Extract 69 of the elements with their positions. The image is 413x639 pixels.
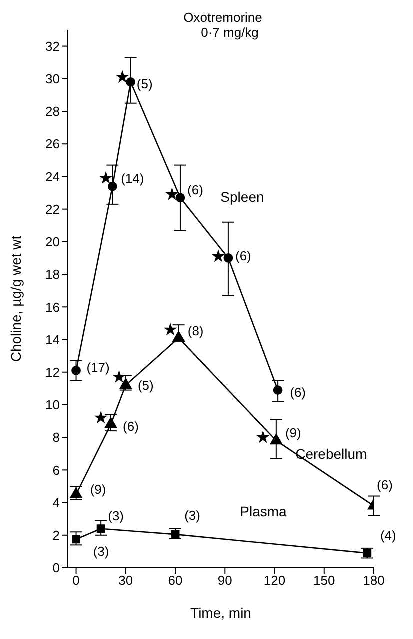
annotation: (9) <box>90 482 106 498</box>
y-tick-label: 8 <box>52 430 60 446</box>
point <box>256 430 270 444</box>
y-tick-label: 28 <box>46 104 60 120</box>
chart-title: Oxotremorine <box>182 10 264 25</box>
point <box>164 322 178 336</box>
x-tick-label: 120 <box>264 573 286 588</box>
point <box>108 182 118 192</box>
point <box>112 370 126 383</box>
y-tick-label: 14 <box>46 332 60 348</box>
annotation: (6) <box>377 478 393 493</box>
annotation: (17) <box>86 360 110 376</box>
x-tick-label: 60 <box>168 573 183 588</box>
y-tick-label: 10 <box>46 398 60 413</box>
series-label: Spleen <box>220 188 264 205</box>
y-tick-label: 20 <box>46 234 60 250</box>
annotation: (14) <box>121 171 144 186</box>
annotation: (4) <box>380 528 396 543</box>
x-tick-label: 150 <box>314 573 336 588</box>
x-tick-label: 0 <box>72 573 80 588</box>
annotation: (6) <box>188 182 204 198</box>
point <box>171 530 180 539</box>
y-tick-label: 26 <box>46 136 60 152</box>
point <box>166 188 179 200</box>
y-tick-label: 24 <box>46 169 60 184</box>
y-tick-label: 22 <box>46 202 60 217</box>
y-tick-label: 4 <box>52 495 60 510</box>
annotation: (9) <box>285 425 302 440</box>
point <box>270 434 283 445</box>
point <box>116 70 130 83</box>
annotation: (6) <box>123 419 139 434</box>
annotation: (3) <box>93 544 110 559</box>
annotation: (6) <box>290 384 306 400</box>
point <box>176 193 186 203</box>
point <box>99 171 113 184</box>
y-tick-label: 18 <box>46 267 60 282</box>
x-tick-label: 180 <box>363 573 385 588</box>
y-tick-label: 30 <box>46 72 60 87</box>
annotation: (5) <box>136 76 153 92</box>
y-tick-label: 32 <box>46 38 60 54</box>
point <box>126 77 136 87</box>
y-tick-label: 2 <box>52 528 60 544</box>
annotation: (5) <box>138 378 154 393</box>
x-tick-label: 30 <box>118 573 134 588</box>
y-tick-label: 16 <box>46 300 60 315</box>
point <box>104 418 118 428</box>
point <box>273 386 283 395</box>
y-axis-title: Choline, µg/g wet wt <box>8 236 24 362</box>
point <box>172 331 185 342</box>
y-tick-label: 12 <box>46 364 60 380</box>
x-tick-label: 90 <box>218 573 232 588</box>
point <box>224 254 234 263</box>
point <box>363 549 372 558</box>
annotation: (6) <box>236 248 252 264</box>
annotation: (3) <box>108 508 124 524</box>
y-tick-label: 6 <box>52 462 60 478</box>
series-label: Plasma <box>240 504 288 520</box>
point <box>72 366 81 376</box>
x-axis-title: Time, min <box>190 605 252 621</box>
point <box>96 524 106 534</box>
y-tick-label: 0 <box>52 560 60 576</box>
point <box>94 411 108 424</box>
point <box>72 535 80 544</box>
point <box>120 378 132 390</box>
annotation: (8) <box>188 324 204 339</box>
chart-subtitle: 0·7 mg/kg <box>200 25 260 40</box>
series-label: Cerebellum <box>296 446 368 462</box>
annotation: (3) <box>184 508 200 524</box>
point <box>212 250 226 262</box>
